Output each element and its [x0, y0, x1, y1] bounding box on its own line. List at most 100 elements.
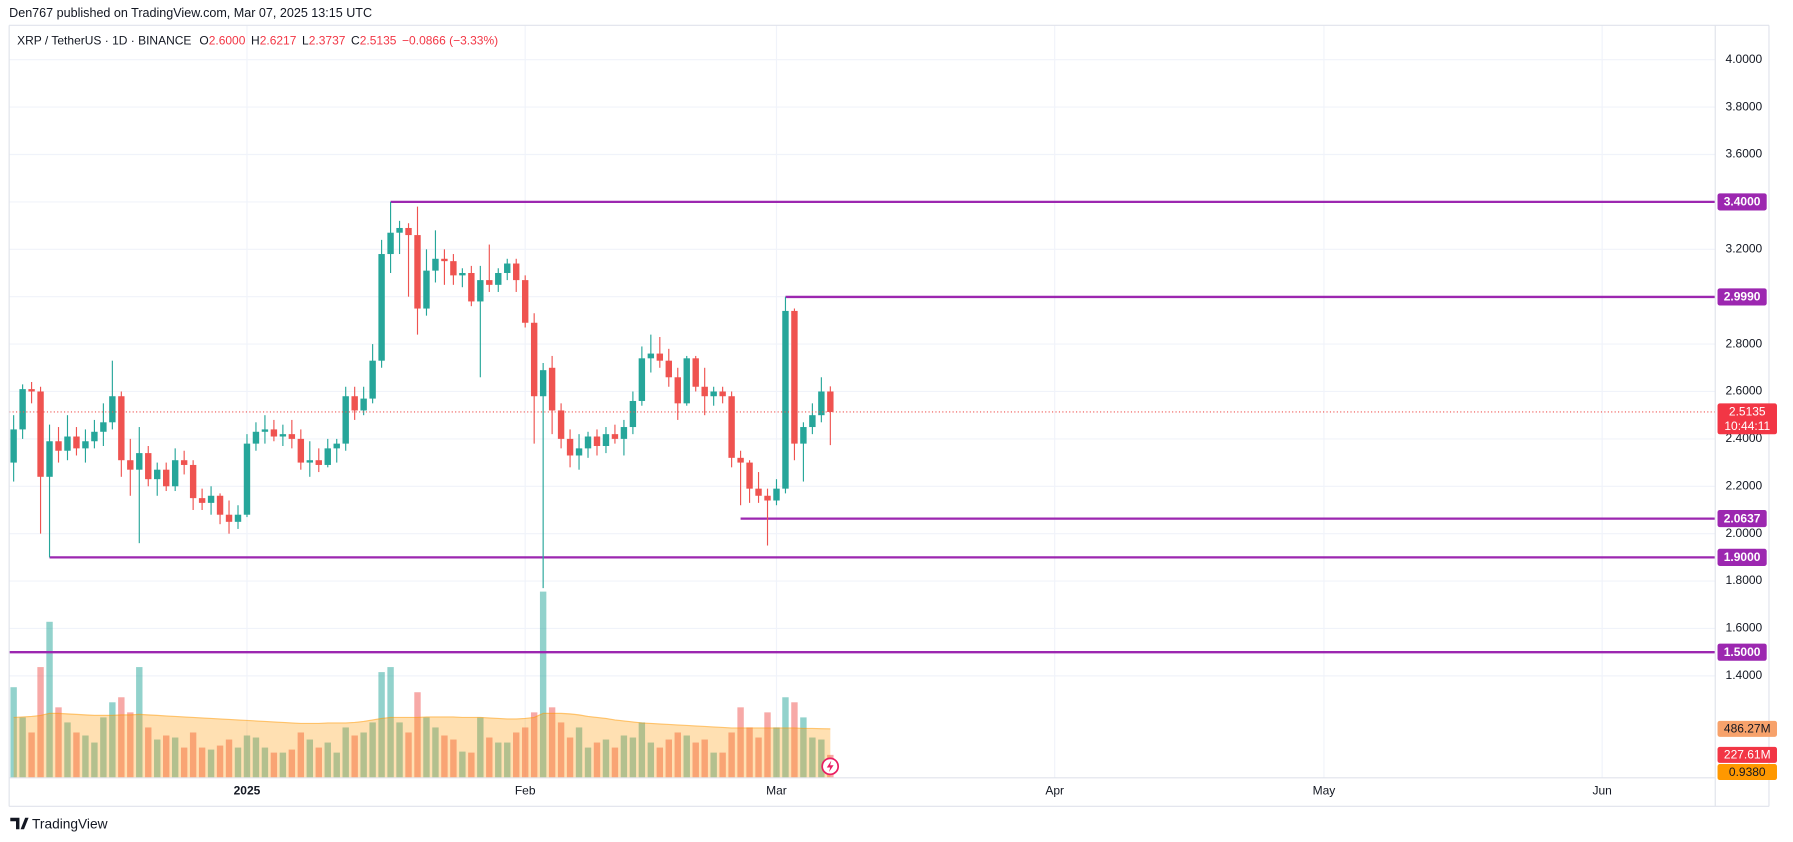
volume-bar [342, 727, 349, 778]
level-label: 3.4000 [1724, 195, 1761, 209]
candle-body [468, 272, 475, 302]
candle-body [351, 396, 358, 411]
volume-bar [387, 667, 394, 778]
volume-bar [127, 712, 134, 778]
y-tick-label: 2.2000 [1726, 478, 1763, 492]
candle-body [279, 434, 287, 437]
volume-badge [1717, 746, 1777, 763]
indicator-icon [821, 757, 840, 776]
volume-bar [333, 752, 340, 778]
candle-body [28, 389, 35, 392]
volume-bar [73, 732, 80, 778]
volume-bar [773, 727, 780, 778]
volume-bar [665, 739, 672, 778]
candle-body [486, 280, 493, 285]
volume-bar [701, 739, 708, 778]
volume-bar [82, 735, 89, 778]
x-tick-label: 2025 [234, 784, 261, 798]
candle-body [73, 436, 80, 449]
candle-body [109, 396, 116, 423]
publisher: Den767 published on TradingView.com, Mar… [9, 6, 372, 20]
volume-bar [539, 591, 547, 778]
level-badge [1717, 288, 1767, 306]
volume-bar [495, 742, 502, 778]
candle-body [566, 438, 574, 456]
candle-body [629, 400, 637, 428]
candle-body [171, 460, 179, 487]
x-tick-label: Feb [515, 784, 536, 798]
last-price-badge [1717, 403, 1777, 435]
candle-body [198, 498, 206, 503]
volume-bar [324, 742, 331, 778]
volume-bar [504, 742, 511, 778]
candle-body [791, 310, 798, 444]
candle-body [423, 270, 430, 309]
candle-body [755, 488, 762, 496]
volume-bar [46, 621, 53, 778]
volume-bar [28, 732, 35, 778]
brand: TradingView [10, 816, 108, 831]
level-label: 1.9000 [1724, 550, 1761, 564]
x-tick-label: Mar [766, 784, 787, 798]
legend-key: O [199, 34, 208, 48]
level-label: 2.0637 [1724, 511, 1761, 525]
candle-body [127, 460, 134, 470]
volume-bar [486, 737, 493, 778]
candle-body [136, 453, 143, 470]
volume-bar [100, 717, 107, 778]
volume-ma-badge [1717, 720, 1777, 737]
volume-bar [261, 747, 269, 778]
candle-body [773, 488, 780, 501]
volume-bar [180, 747, 188, 778]
volume-bar [692, 742, 699, 778]
volume-bar [593, 742, 601, 778]
candle-body [10, 429, 17, 463]
candle-body [261, 429, 269, 432]
candle-body [288, 434, 296, 439]
candle-body [539, 370, 547, 397]
candle-body [270, 429, 278, 437]
volume-bar [629, 737, 637, 778]
last-price-label: 2.5135 [1729, 405, 1766, 419]
candle-body [710, 391, 717, 397]
volume-bar [611, 747, 619, 778]
volume-bar [441, 735, 448, 778]
volume-bar [198, 747, 206, 778]
candle-body [163, 469, 170, 487]
candle-body [154, 469, 161, 480]
volume-bar [154, 739, 161, 778]
volume-bar [728, 732, 735, 778]
candle-body [638, 358, 646, 401]
legend-change: −0.0866 (−3.33%) [402, 34, 498, 48]
y-tick-label: 3.2000 [1726, 241, 1763, 255]
candle-body [64, 436, 71, 451]
candle-body [342, 396, 349, 444]
volume-bar [91, 742, 98, 778]
volume-bar [306, 739, 314, 778]
volume-bar [423, 717, 430, 778]
candle-body [405, 227, 412, 236]
volume-bar [719, 752, 726, 778]
candle-body [674, 377, 681, 404]
volume-bar [216, 745, 224, 778]
volume-bar [279, 752, 287, 778]
volume-bar [315, 747, 322, 778]
level-label: 2.9990 [1724, 290, 1761, 304]
candle-body [800, 427, 807, 444]
candle-body [647, 353, 655, 359]
candle-body [91, 431, 98, 442]
volume-ma-label: 486.27M [1724, 722, 1771, 736]
volume-bar [10, 687, 17, 778]
legend-value: 2.5135 [360, 34, 397, 48]
volume-bar [252, 737, 260, 778]
volume-pane [10, 591, 834, 778]
volume-bar [243, 735, 251, 778]
candle-body [450, 261, 457, 276]
candle-body [818, 391, 825, 416]
candle-body [333, 443, 340, 449]
volume-bar [530, 712, 538, 778]
volume-bar [459, 751, 466, 778]
y-tick-label: 2.6000 [1726, 384, 1763, 398]
volume-bar [656, 747, 664, 778]
candle-body [441, 258, 448, 262]
